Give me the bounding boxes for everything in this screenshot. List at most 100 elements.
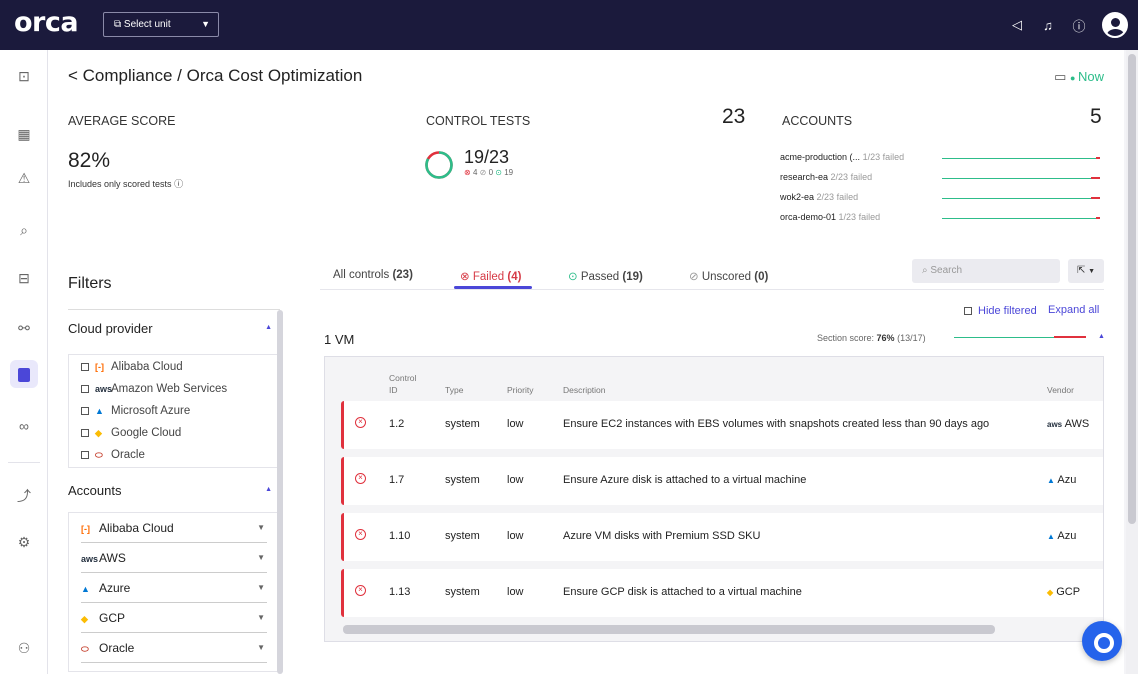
bell-icon[interactable]: ♫ xyxy=(1043,17,1053,33)
section-title[interactable]: 1 VM xyxy=(324,332,355,347)
chat-assistant-button[interactable] xyxy=(1082,621,1122,661)
hide-filtered-checkbox[interactable]: Hide filtered xyxy=(964,305,1037,317)
account-row[interactable]: research-ea 2/23 failed xyxy=(780,172,1100,184)
failed-status-icon: × xyxy=(355,529,366,540)
link-icon[interactable]: ∞ xyxy=(19,418,29,434)
dashboard-icon[interactable]: ⊡ xyxy=(18,68,30,84)
tab-all-controls[interactable]: All controls (23) xyxy=(333,269,413,281)
checkbox-icon[interactable] xyxy=(81,429,89,437)
page-scrollbar-thumb[interactable] xyxy=(1128,54,1136,524)
filters-title: Filters xyxy=(68,275,112,292)
info-icon[interactable]: ⓘ xyxy=(174,179,184,189)
breadcrumb[interactable]: < Compliance / Orca Cost Optimization xyxy=(68,66,362,86)
inventory-icon[interactable]: ⊟ xyxy=(18,270,30,286)
grid-icon[interactable]: ▦ xyxy=(17,126,31,142)
expand-all-link[interactable]: Expand all xyxy=(1048,304,1100,316)
time-selector[interactable]: ▭ ● Now xyxy=(1054,69,1104,85)
account-name: acme-production (... xyxy=(780,152,861,162)
section-score-bar xyxy=(954,336,1086,338)
cloud-provider-options: [-] Alibaba Cloud awsAmazon Web Services ▲ M… xyxy=(68,354,280,468)
cloud-provider-option[interactable]: ◆ Google Cloud xyxy=(69,422,279,444)
cloud-provider-option[interactable]: ⬭ Oracle xyxy=(69,444,279,466)
account-row[interactable]: acme-production (... 1/23 failed xyxy=(780,152,1100,164)
vendor-cell: ▲ Azu xyxy=(1047,474,1076,486)
calendar-icon: ▭ xyxy=(1054,69,1071,84)
megaphone-icon[interactable]: ◁ xyxy=(1012,17,1022,32)
account-bar-fail xyxy=(1095,157,1100,159)
account-filter-select[interactable]: [-] Alibaba Cloud ▼ xyxy=(81,513,267,543)
export-button[interactable]: ⇱ ▼ xyxy=(1068,259,1104,283)
account-bar xyxy=(942,197,1100,199)
account-filter-select[interactable]: ◆ GCP ▼ xyxy=(81,603,267,633)
section-score: Section score: 76% (13/17) xyxy=(817,333,926,343)
settings-icon[interactable]: ⚙ xyxy=(17,534,31,550)
tab-passed[interactable]: ⊙ Passed (19) xyxy=(568,269,643,283)
top-bar: orca ⧉ Select unit ▼ ◁ ♫ ⓘ xyxy=(0,0,1138,50)
vendor-name: AWS xyxy=(1064,418,1090,430)
cloud-provider-option[interactable]: [-] Alibaba Cloud xyxy=(69,356,279,378)
back-chevron-icon[interactable]: < xyxy=(68,66,83,85)
account-filter-label: Alibaba Cloud xyxy=(99,521,174,535)
table-row[interactable]: × 1.7 system low Ensure Azure disk is at… xyxy=(341,457,1103,505)
control-type: system xyxy=(445,418,480,430)
cloud-provider-option[interactable]: awsAmazon Web Services xyxy=(69,378,279,400)
cloud-provider-header[interactable]: Cloud provider ▲ xyxy=(68,309,280,336)
account-filter-select[interactable]: ⬭ Oracle ▼ xyxy=(81,633,267,663)
account-filter-label: GCP xyxy=(99,611,126,625)
chevron-down-icon: ▼ xyxy=(257,643,265,652)
nav-divider xyxy=(8,462,40,463)
tab-failed-label: Failed xyxy=(472,271,505,283)
help-icon[interactable]: ⓘ xyxy=(1072,18,1086,34)
account-filter-select[interactable]: awsAWS ▼ xyxy=(81,543,267,573)
header-description: Description xyxy=(563,385,606,395)
header-vendor: Vendor xyxy=(1047,385,1074,395)
filters-scrollbar[interactable] xyxy=(277,310,283,674)
control-description: Ensure Azure disk is attached to a virtu… xyxy=(563,474,807,486)
account-row[interactable]: wok2-ea 2/23 failed xyxy=(780,192,1100,204)
account-status: 1/23 failed xyxy=(862,152,905,162)
orca-logo[interactable]: orca xyxy=(14,7,79,38)
page-scrollbar[interactable] xyxy=(1126,50,1138,674)
collapse-icon[interactable]: ▲ xyxy=(265,324,272,331)
checkbox-icon[interactable] xyxy=(81,385,89,393)
average-score-note-text: Includes only scored tests xyxy=(68,179,172,189)
table-horizontal-scrollbar[interactable] xyxy=(343,625,995,634)
graph-icon[interactable]: ⚯ xyxy=(18,320,30,336)
tab-unscored[interactable]: ⊘ Unscored (0) xyxy=(689,269,768,283)
control-id: 1.13 xyxy=(389,586,411,598)
account-filter-select[interactable]: ▲ Azure ▼ xyxy=(81,573,267,603)
chevron-down-icon: ▼ xyxy=(257,613,265,622)
integrations-icon[interactable]: ⤴ xyxy=(17,488,31,504)
account-status: 1/23 failed xyxy=(838,212,881,222)
section-collapse-icon[interactable]: ▲ xyxy=(1098,333,1105,340)
control-type: system xyxy=(445,586,480,598)
account-row[interactable]: orca-demo-01 1/23 failed xyxy=(780,212,1100,224)
avatar-icon[interactable] xyxy=(1102,12,1128,38)
search-input[interactable]: ⌕ Search xyxy=(912,259,1060,283)
chevron-down-icon: ▼ xyxy=(1088,268,1096,275)
alert-icon[interactable]: ⚠ xyxy=(17,170,31,186)
vendor-logo-icon: ◆ xyxy=(1047,588,1054,597)
cloud-provider-option[interactable]: ▲ Microsoft Azure xyxy=(69,400,279,422)
table-row[interactable]: × 1.13 system low Ensure GCP disk is att… xyxy=(341,569,1103,617)
collapse-icon[interactable]: ▲ xyxy=(265,486,272,493)
passed-icon: ⊙ xyxy=(568,271,581,283)
tab-all-count: (23) xyxy=(392,269,413,281)
compliance-icon[interactable] xyxy=(10,360,38,388)
checkbox-icon[interactable] xyxy=(81,363,89,371)
table-row[interactable]: × 1.10 system low Azure VM disks with Pr… xyxy=(341,513,1103,561)
passed-count: 19 xyxy=(504,168,514,177)
checkbox-icon[interactable] xyxy=(81,451,89,459)
header-control: Control xyxy=(389,373,417,383)
accounts-filter-header[interactable]: Accounts ▲ xyxy=(68,472,280,498)
header-priority: Priority xyxy=(507,385,534,395)
checkbox-icon[interactable] xyxy=(81,407,89,415)
unit-select[interactable]: ⧉ Select unit ▼ xyxy=(103,12,219,37)
section-score-value: 76% xyxy=(876,333,895,343)
users-icon[interactable]: ⚇ xyxy=(17,640,31,656)
table-row[interactable]: × 1.2 system low Ensure EC2 instances wi… xyxy=(341,401,1103,449)
vendor-name: GCP xyxy=(1056,586,1081,598)
tab-failed[interactable]: ⊗ Failed (4) xyxy=(460,269,521,283)
search-icon[interactable]: ⌕ xyxy=(20,222,28,238)
control-type: system xyxy=(445,530,480,542)
